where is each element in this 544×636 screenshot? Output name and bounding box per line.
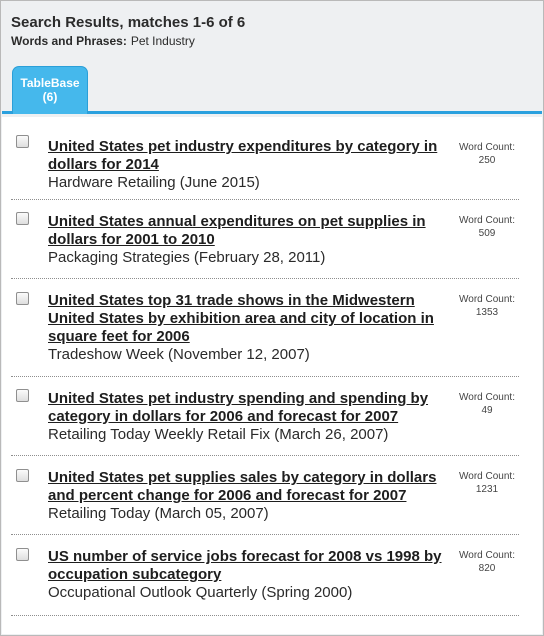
word-count: Word Count: 1231	[447, 470, 527, 496]
query-line: Words and Phrases: Pet Industry	[11, 33, 542, 49]
word-count-value: 1231	[475, 484, 499, 495]
result-row: United States pet industry spending and …	[11, 377, 519, 456]
query-label: Words and Phrases:	[11, 34, 127, 48]
result-title-link[interactable]: United States annual expenditures on pet…	[48, 213, 426, 248]
word-count: Word Count: 820	[447, 549, 527, 575]
result-row: United States pet supplies sales by cate…	[11, 456, 519, 535]
result-source: Hardware Retailing (June 2015)	[48, 174, 260, 191]
result-source: Retailing Today (March 05, 2007)	[48, 505, 269, 522]
word-count-label: Word Count:	[459, 215, 515, 226]
result-title-link[interactable]: United States pet supplies sales by cate…	[48, 469, 437, 504]
word-count-value: 49	[481, 405, 493, 416]
result-checkbox[interactable]	[16, 292, 29, 305]
word-count: Word Count: 49	[447, 391, 527, 417]
result-title-link[interactable]: United States top 31 trade shows in the …	[48, 292, 434, 345]
tab-bar: TableBase (6)	[2, 62, 542, 114]
results-header: Search Results, matches 1-6 of 6 Words a…	[2, 2, 542, 62]
result-title-link[interactable]: United States pet industry spending and …	[48, 390, 429, 425]
result-row: United States annual expenditures on pet…	[11, 200, 519, 279]
word-count-label: Word Count:	[459, 471, 515, 482]
result-source: Retailing Today Weekly Retail Fix (March…	[48, 426, 389, 443]
result-row: US number of service jobs forecast for 2…	[11, 535, 519, 616]
result-row: United States top 31 trade shows in the …	[11, 279, 519, 377]
word-count-value: 250	[478, 155, 496, 166]
result-checkbox[interactable]	[16, 469, 29, 482]
word-count-label: Word Count:	[459, 294, 515, 305]
word-count-label: Word Count:	[459, 142, 515, 153]
tab-label: TableBase	[20, 76, 80, 90]
tab-count: (6)	[42, 90, 58, 104]
word-count-value: 509	[478, 228, 496, 239]
result-title-link[interactable]: United States pet industry expenditures …	[48, 138, 438, 173]
result-source: Occupational Outlook Quarterly (Spring 2…	[48, 584, 353, 601]
result-title-link[interactable]: US number of service jobs forecast for 2…	[48, 548, 442, 583]
word-count: Word Count: 509	[447, 214, 527, 240]
query-value: Pet Industry	[130, 34, 195, 48]
result-checkbox[interactable]	[16, 389, 29, 402]
tab-tablebase[interactable]: TableBase (6)	[12, 66, 88, 114]
word-count: Word Count: 1353	[447, 293, 527, 319]
word-count-label: Word Count:	[459, 550, 515, 561]
results-title: Search Results, matches 1-6 of 6	[11, 14, 246, 31]
results-list: United States pet industry expenditures …	[2, 117, 542, 634]
result-checkbox[interactable]	[16, 212, 29, 225]
result-row: United States pet industry expenditures …	[11, 123, 519, 200]
result-source: Tradeshow Week (November 12, 2007)	[48, 346, 310, 363]
word-count-value: 1353	[475, 307, 499, 318]
result-checkbox[interactable]	[16, 548, 29, 561]
word-count-label: Word Count:	[459, 392, 515, 403]
word-count-value: 820	[478, 563, 496, 574]
word-count: Word Count: 250	[447, 141, 527, 167]
result-source: Packaging Strategies (February 28, 2011)	[48, 249, 326, 266]
result-checkbox[interactable]	[16, 135, 29, 148]
